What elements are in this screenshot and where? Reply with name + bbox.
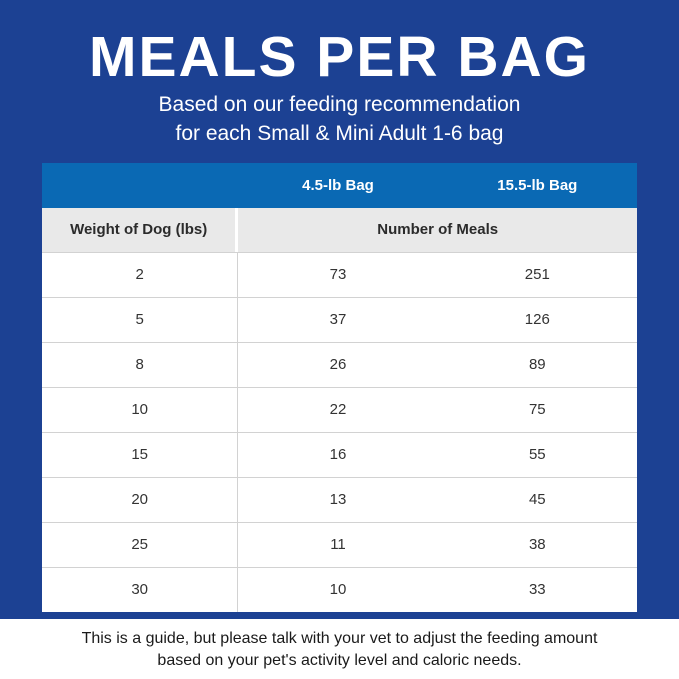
meals-15-5lb-cell: 55 (528, 446, 546, 463)
meals-15-5lb-cell: 251 (524, 266, 550, 283)
disclaimer-footer: This is a guide, but please talk with yo… (0, 619, 679, 679)
weight-cell: 30 (42, 568, 239, 612)
table-row: 15 16 55 (42, 432, 637, 477)
meals-15-5lb-cell: 33 (528, 581, 546, 598)
meals-4-5lb-cell: 10 (329, 581, 347, 598)
table-row: 20 13 45 (42, 477, 637, 522)
bag-header-spacer (42, 163, 238, 208)
meals-15-5lb-cell: 45 (528, 491, 546, 508)
weight-cell: 25 (42, 523, 239, 567)
disclaimer-line-2: based on your pet's activity level and c… (157, 652, 522, 669)
meals-15-5lb-cell: 126 (524, 311, 550, 328)
table-row: 2 73 251 (42, 252, 637, 297)
meals-15-5lb-cell: 75 (528, 401, 546, 418)
meals-15-5lb-cell: 38 (528, 536, 546, 553)
weight-cell: 15 (42, 433, 239, 477)
weight-cell: 20 (42, 478, 239, 522)
subtitle-line-1: Based on our feeding recommendation (158, 93, 521, 116)
table-row: 25 11 38 (42, 522, 637, 567)
table-row: 30 10 33 (42, 567, 637, 612)
table-row: 10 22 75 (42, 387, 637, 432)
weight-cell: 8 (42, 343, 239, 387)
column-header-bag-4-5lb: 4.5-lb Bag (302, 177, 374, 194)
meals-15-5lb-cell: 89 (528, 356, 546, 373)
page-title: MEALS PER BAG (88, 25, 591, 89)
bag-size-header-row: 4.5-lb Bag 15.5-lb Bag (42, 163, 637, 208)
meals-4-5lb-cell: 22 (329, 401, 347, 418)
meals-4-5lb-cell: 16 (329, 446, 347, 463)
column-header-weight: Weight of Dog (lbs) (42, 208, 239, 252)
disclaimer-line-1: This is a guide, but please talk with yo… (81, 630, 598, 647)
table-row: 5 37 126 (42, 297, 637, 342)
column-header-bag-15-5lb: 15.5-lb Bag (497, 177, 578, 194)
meals-table: 4.5-lb Bag 15.5-lb Bag Weight of Dog (lb… (42, 163, 637, 612)
weight-cell: 5 (42, 298, 239, 342)
table-row: 8 26 89 (42, 342, 637, 387)
subtitle-line-2: for each Small & Mini Adult 1-6 bag (175, 122, 504, 145)
meals-4-5lb-cell: 11 (330, 536, 346, 553)
meals-4-5lb-cell: 37 (329, 311, 347, 328)
meals-4-5lb-cell: 73 (329, 266, 347, 283)
weight-cell: 2 (42, 253, 239, 297)
sub-header-row: Weight of Dog (lbs) Number of Meals (42, 208, 637, 252)
column-header-number-of-meals: Number of Meals (238, 208, 637, 252)
meals-4-5lb-cell: 13 (329, 491, 347, 508)
weight-cell: 10 (42, 388, 239, 432)
meals-4-5lb-cell: 26 (329, 356, 347, 373)
